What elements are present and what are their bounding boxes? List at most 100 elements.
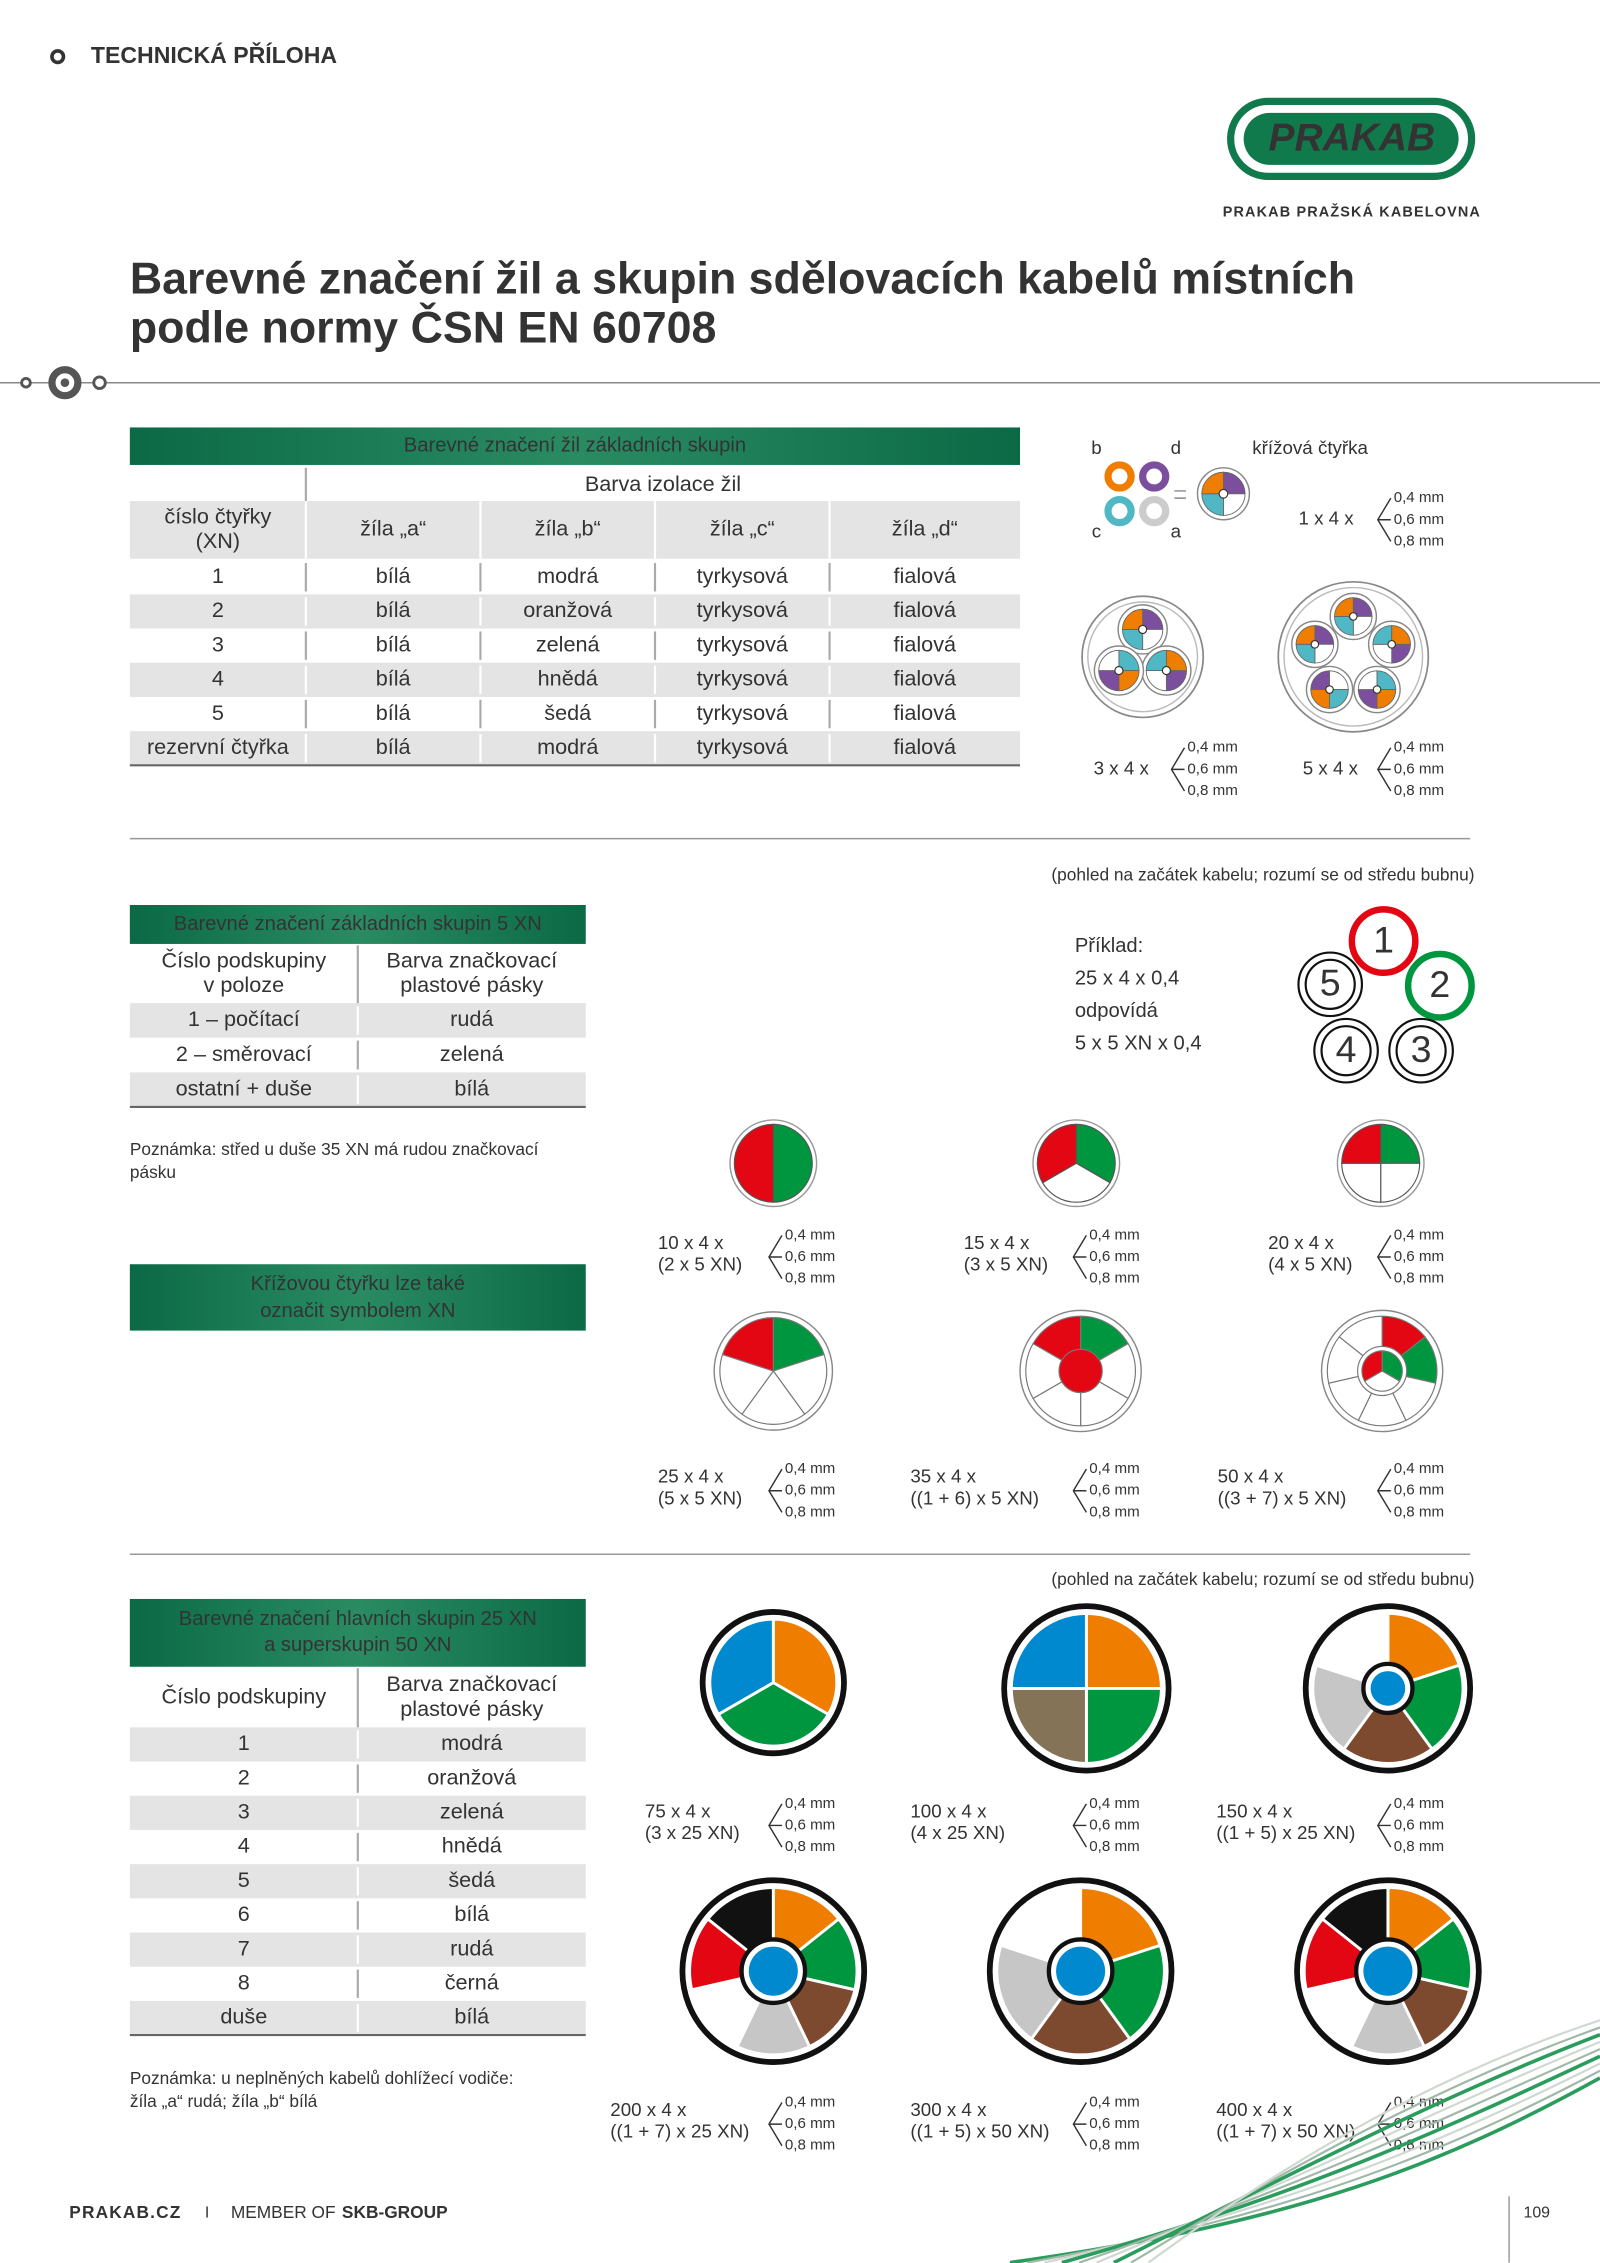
size-label: 0,8 mm [1394,1838,1444,1855]
cable-label: 25 x 4 x [658,1466,724,1487]
footer-site: PRAKAB.CZ [69,2202,181,2222]
core [1058,1348,1103,1394]
column-header: v poloze [204,972,285,997]
sector [1334,597,1354,617]
size-bracket [1170,747,1186,792]
table-cell: bílá [376,563,412,588]
table-cell: 1 [238,1730,250,1755]
table-row-bg [129,594,1021,629]
cable-label: ((3 + 7) x 5 XN) [1218,1487,1347,1508]
table-cell: 5 [212,700,224,725]
core [1056,1946,1106,1996]
quad-center [1161,665,1172,676]
size-label: 0,4 mm [1394,1795,1444,1812]
sector [1349,1967,1427,2057]
sector [1075,1123,1116,1184]
size-label: 0,6 mm [1089,2115,1139,2132]
sector [1165,649,1188,671]
sector [1079,1342,1137,1400]
quad-center [1372,685,1382,694]
size-label: 0,8 mm [1394,782,1444,799]
size-label: 0,8 mm [1089,1503,1139,1520]
size-bracket [768,1803,783,1848]
table-cell: zelená [440,1799,505,1824]
note: Poznámka: u neplněných kabelů dohlížecí … [130,2068,514,2088]
view-note: (pohled na začátek kabelu; rozumí se od … [1051,1569,1474,1589]
size-label: 0,8 mm [1394,1270,1444,1287]
sector [1025,1342,1082,1400]
table-cell: ostatní + duše [176,1075,312,1100]
sector [1145,649,1167,671]
decor-line [1130,2026,1600,2263]
column-header: Barva značkovací [386,948,557,973]
sector [1357,670,1378,690]
cable-label: 10 x 4 x [658,1232,724,1253]
table-title-bar [129,1598,586,1667]
table-cell: hnědá [442,1833,503,1858]
cable-label: (4 x 5 XN) [1268,1254,1352,1275]
table-cell: bílá [454,2004,490,2029]
size-label: 0,4 mm [1394,1226,1444,1243]
example-text: Příklad: [1075,935,1143,957]
table-cell: 4 [238,1833,250,1858]
sector [1341,1162,1382,1203]
cable-label: 100 x 4 x [910,1800,987,1821]
size-label: 0,6 mm [1089,1482,1139,1499]
size-bracket [1376,1235,1392,1280]
sector [1363,1370,1401,1392]
example-text: 25 x 4 x 0,4 [1075,968,1179,990]
logo: PRAKAB [1269,117,1436,160]
sector [1118,670,1140,692]
size-label: 0,6 mm [1187,760,1237,777]
wire-label: a [1171,521,1182,542]
table-header [129,501,1021,559]
column-header: Číslo podskupiny [161,948,326,973]
sector [1029,1968,1132,2057]
quad-center [1310,640,1320,649]
company-name: PRAKAB PRAŽSKÁ KABELOVNA [1223,202,1481,220]
size-bracket [768,1235,783,1280]
sector [772,1353,828,1415]
table-cell: fialová [894,666,957,691]
sector [1009,1686,1088,1765]
quad-center [1387,640,1397,649]
table-cell: fialová [894,631,957,656]
cable-label: ((1 + 5) x 25 XN) [1216,1822,1355,1843]
size-label: 0,4 mm [1394,739,1444,756]
wire-label: b [1091,437,1101,458]
table-cell: 7 [238,1935,250,1960]
table-cell: bílá [376,734,412,759]
table-cell: fialová [894,700,957,725]
group-ring [1388,1017,1454,1084]
sector [1372,643,1393,664]
quad-center [1114,665,1124,676]
cable-label: 35 x 4 x [910,1466,976,1487]
table-cell: šedá [544,700,592,725]
sector [1223,471,1246,495]
sector [1201,471,1224,495]
table-cell: bílá [376,631,412,656]
size-label: 0,4 mm [785,1226,835,1243]
sector [1201,493,1224,516]
note: žíla „a“ rudá; žíla „b“ bílá [130,2091,318,2111]
size-label: 0,8 mm [785,1503,835,1520]
size-label: 0,6 mm [1394,511,1444,528]
sector [1295,625,1316,645]
size-label: 0,6 mm [1394,1482,1444,1499]
size-label: 0,8 mm [785,1270,835,1287]
group-ring [1304,958,1356,1010]
cable-label: 15 x 4 x [964,1232,1030,1253]
table-cell: tyrkysová [697,563,789,588]
group-ring [1395,1025,1447,1077]
size-bracket [1072,1468,1088,1513]
rule-dot [60,378,70,388]
table-cell: 6 [238,1901,250,1926]
table-cell: 8 [238,1970,250,1995]
table-row-bg [129,662,1021,697]
table-title: Barevné značení hlavních skupin 25 XN [179,1608,537,1630]
column-header: Barva značkovací [386,1671,557,1696]
sector [1329,689,1349,709]
size-label: 0,8 mm [785,2137,835,2154]
table-cell: duše [220,2004,267,2029]
